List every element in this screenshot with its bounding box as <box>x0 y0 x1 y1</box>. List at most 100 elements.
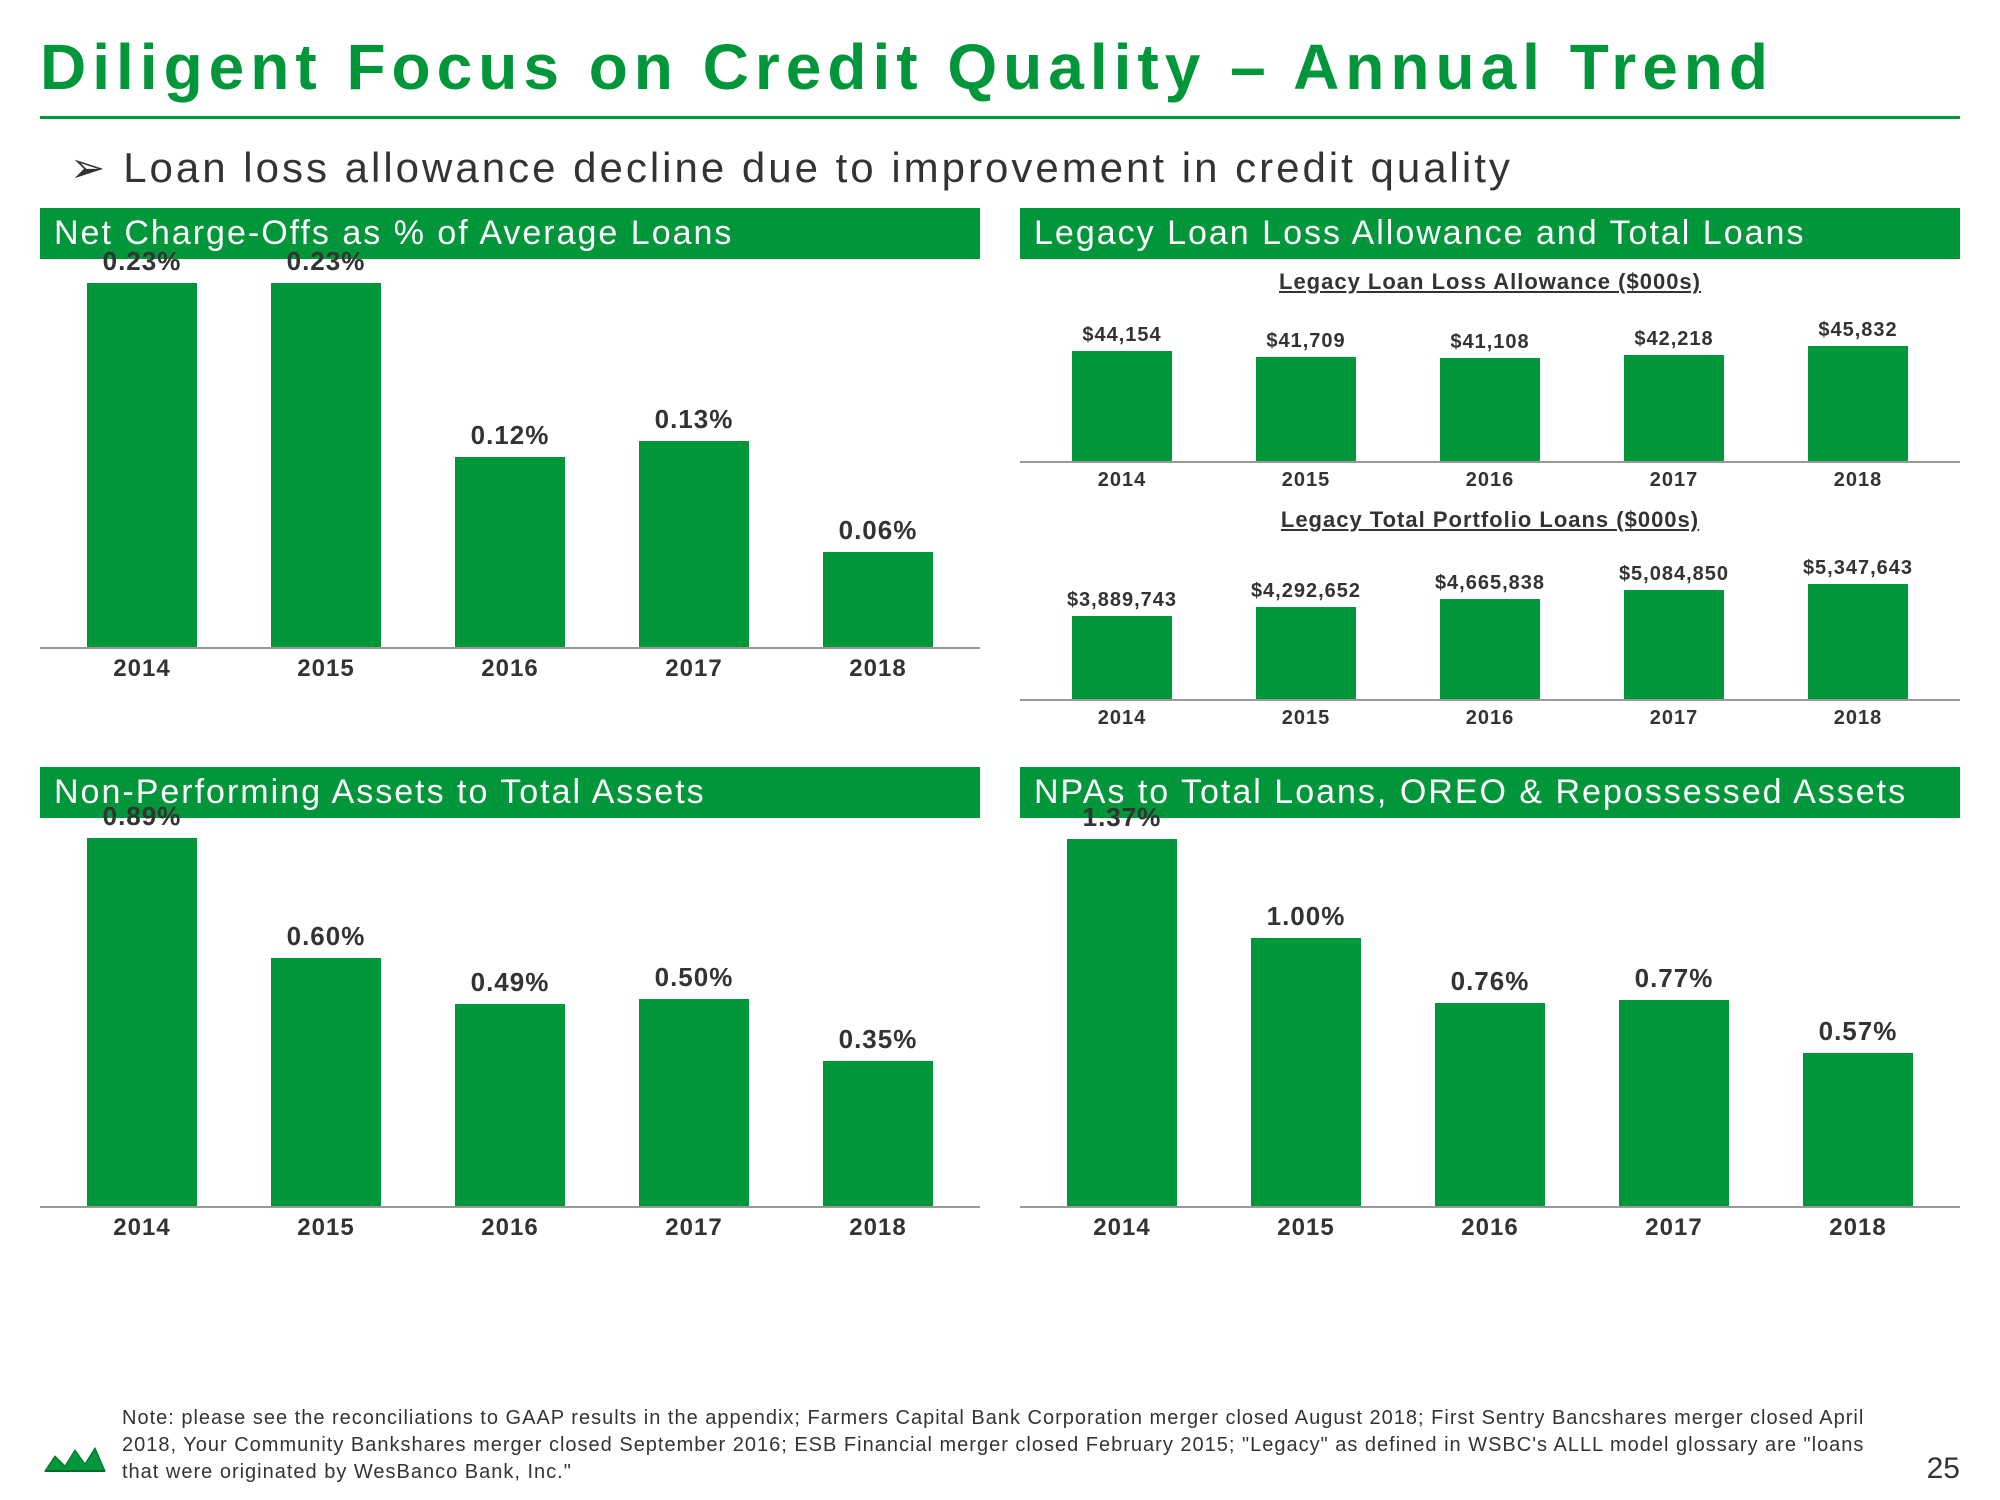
x-tick: 2018 <box>786 1214 970 1242</box>
bar-value-label: 0.57% <box>1819 1016 1898 1047</box>
bar-value-label: $44,154 <box>1082 324 1161 347</box>
bar <box>1808 584 1908 699</box>
bar <box>639 441 749 647</box>
bar-value-label: 0.23% <box>103 246 182 277</box>
bar-slot: 0.60% <box>234 921 418 1206</box>
x-tick: 2014 <box>50 1214 234 1242</box>
bars-area: 0.23%0.23%0.12%0.13%0.06% <box>40 269 980 649</box>
bar-slot: 0.57% <box>1766 1016 1950 1206</box>
bar-value-label: 1.37% <box>1083 802 1162 833</box>
bar <box>1072 351 1172 461</box>
x-tick: 2016 <box>1398 469 1582 492</box>
x-tick: 2018 <box>1766 1214 1950 1242</box>
bar <box>1624 590 1724 699</box>
chart-grid: Net Charge-Offs as % of Average Loans 0.… <box>40 208 1960 1248</box>
chart-npa-assets: 0.89%0.60%0.49%0.50%0.35%201420152016201… <box>40 828 980 1248</box>
bar-slot: $4,292,652 <box>1214 580 1398 699</box>
bar <box>1808 346 1908 461</box>
bar-slot: 1.37% <box>1030 802 1214 1206</box>
title-rule <box>40 116 1960 119</box>
x-tick: 2014 <box>1030 707 1214 730</box>
x-axis: 20142015201620172018 <box>1020 463 1960 492</box>
panel-npa-assets: Non-Performing Assets to Total Assets 0.… <box>40 767 980 1248</box>
bar-value-label: 0.49% <box>471 967 550 998</box>
bar-slot: $44,154 <box>1030 324 1214 461</box>
bars-area: $3,889,743 $4,292,652 $4,665,838 $5,084,850… <box>1020 537 1960 701</box>
bar-slot: $41,709 <box>1214 330 1398 461</box>
x-tick: 2016 <box>418 655 602 683</box>
x-tick: 2016 <box>418 1214 602 1242</box>
panel-legacy: Legacy Loan Loss Allowance and Total Loa… <box>1020 208 1960 737</box>
x-tick: 2017 <box>602 1214 786 1242</box>
bar-value-label: 0.60% <box>287 921 366 952</box>
x-tick: 2015 <box>1214 469 1398 492</box>
bullet-row: ➢ Loan loss allowance decline due to imp… <box>40 143 1960 192</box>
bar <box>1256 357 1356 461</box>
chart-chargeoffs: 0.23%0.23%0.12%0.13%0.06%201420152016201… <box>40 269 980 689</box>
bar-slot: 0.12% <box>418 420 602 647</box>
chart-npa-loans: 1.37%1.00%0.76%0.77%0.57%201420152016201… <box>1020 828 1960 1248</box>
company-logo-icon <box>40 1436 110 1486</box>
bar-slot: $4,665,838 <box>1398 572 1582 699</box>
bars-area: 0.89%0.60%0.49%0.50%0.35% <box>40 828 980 1208</box>
x-tick: 2016 <box>1398 707 1582 730</box>
x-axis: 20142015201620172018 <box>1020 701 1960 730</box>
bar-value-label: 0.23% <box>287 246 366 277</box>
x-tick: 2015 <box>234 1214 418 1242</box>
bar-value-label: 0.35% <box>839 1024 918 1055</box>
bar-slot: $5,084,850 <box>1582 563 1766 699</box>
sub-title-portfolio: Legacy Total Portfolio Loans ($000s) <box>1020 507 1960 533</box>
bar <box>271 958 381 1206</box>
page-number: 25 <box>1927 1452 1960 1486</box>
bar-slot: 0.49% <box>418 967 602 1206</box>
bar-value-label: $4,292,652 <box>1251 580 1361 603</box>
bar-value-label: $5,347,643 <box>1803 557 1913 580</box>
x-tick: 2018 <box>1766 469 1950 492</box>
bar-value-label: $4,665,838 <box>1435 572 1545 595</box>
bar <box>1256 607 1356 699</box>
bar-value-label: 0.76% <box>1451 966 1530 997</box>
bullet-text: Loan loss allowance decline due to impro… <box>123 144 1513 192</box>
bar-value-label: 0.06% <box>839 515 918 546</box>
sub-title-allowance: Legacy Loan Loss Allowance ($000s) <box>1020 269 1960 295</box>
bar <box>1435 1003 1545 1206</box>
x-tick: 2017 <box>1582 707 1766 730</box>
page-title: Diligent Focus on Credit Quality – Annua… <box>40 30 1960 104</box>
legacy-sub1: Legacy Loan Loss Allowance ($000s) $44,1… <box>1020 269 1960 499</box>
bar-value-label: $3,889,743 <box>1067 589 1177 612</box>
bar <box>1072 616 1172 699</box>
bar <box>1624 355 1724 461</box>
x-tick: 2017 <box>1582 1214 1766 1242</box>
bar <box>455 457 565 647</box>
bar <box>823 552 933 647</box>
panel-header-legacy: Legacy Loan Loss Allowance and Total Loa… <box>1020 208 1960 259</box>
x-tick: 2015 <box>234 655 418 683</box>
footer: Note: please see the reconciliations to … <box>40 1405 1960 1486</box>
bar-value-label: $41,108 <box>1450 331 1529 354</box>
bar-slot: 0.06% <box>786 515 970 647</box>
bar-slot: 1.00% <box>1214 901 1398 1206</box>
chart-portfolio: $3,889,743 $4,292,652 $4,665,838 $5,084,850… <box>1020 537 1960 737</box>
bars-area: $44,154$41,709$41,108$42,218$45,832 <box>1020 299 1960 463</box>
bar-slot: $42,218 <box>1582 328 1766 461</box>
x-tick: 2014 <box>1030 1214 1214 1242</box>
x-tick: 2014 <box>1030 469 1214 492</box>
x-tick: 2018 <box>786 655 970 683</box>
bar-value-label: $42,218 <box>1634 328 1713 351</box>
bar-slot: 0.23% <box>234 246 418 647</box>
x-tick: 2017 <box>602 655 786 683</box>
bar <box>87 283 197 647</box>
bar-value-label: 1.00% <box>1267 901 1346 932</box>
x-axis: 20142015201620172018 <box>40 649 980 683</box>
bars-area: 1.37%1.00%0.76%0.77%0.57% <box>1020 828 1960 1208</box>
x-axis: 20142015201620172018 <box>1020 1208 1960 1242</box>
bar-slot: 0.35% <box>786 1024 970 1206</box>
chart-allowance: $44,154$41,709$41,108$42,218$45,83220142… <box>1020 299 1960 499</box>
bar-slot: 0.50% <box>602 962 786 1206</box>
panel-chargeoffs: Net Charge-Offs as % of Average Loans 0.… <box>40 208 980 737</box>
bar-slot: 0.13% <box>602 404 786 647</box>
bar-slot: 0.89% <box>50 801 234 1206</box>
bar <box>639 999 749 1206</box>
x-tick: 2015 <box>1214 707 1398 730</box>
bar-value-label: 0.12% <box>471 420 550 451</box>
